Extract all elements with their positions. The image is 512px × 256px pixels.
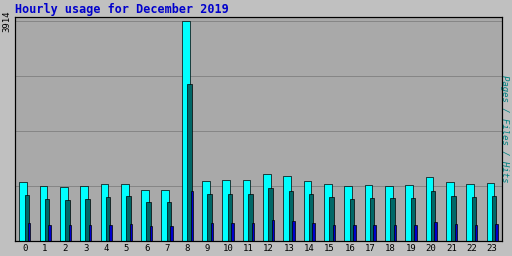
Bar bbox=[425, 177, 433, 241]
Bar bbox=[170, 226, 173, 241]
Bar bbox=[211, 223, 214, 241]
Bar bbox=[284, 176, 291, 241]
Bar bbox=[446, 182, 454, 241]
Bar bbox=[486, 183, 495, 241]
Bar bbox=[141, 190, 149, 241]
Bar bbox=[126, 196, 131, 241]
Bar bbox=[80, 186, 88, 241]
Bar bbox=[28, 223, 30, 241]
Bar bbox=[228, 194, 232, 241]
Bar bbox=[475, 225, 478, 241]
Bar bbox=[312, 223, 315, 241]
Bar bbox=[263, 174, 271, 241]
Bar bbox=[455, 224, 457, 241]
Bar bbox=[146, 202, 151, 241]
Bar bbox=[466, 184, 474, 241]
Bar bbox=[394, 225, 396, 241]
Bar bbox=[121, 184, 129, 241]
Bar bbox=[69, 226, 71, 241]
Bar bbox=[106, 197, 110, 241]
Bar bbox=[451, 196, 456, 241]
Bar bbox=[109, 225, 112, 241]
Bar bbox=[89, 225, 91, 241]
Bar bbox=[243, 180, 250, 241]
Bar bbox=[25, 195, 29, 241]
Bar bbox=[251, 223, 254, 241]
Bar bbox=[272, 220, 274, 241]
Bar bbox=[329, 197, 334, 241]
Bar bbox=[207, 194, 212, 241]
Bar bbox=[414, 225, 417, 241]
Bar bbox=[492, 196, 497, 241]
Bar bbox=[182, 21, 189, 241]
Bar bbox=[472, 197, 476, 241]
Bar bbox=[48, 225, 51, 241]
Bar bbox=[231, 223, 233, 241]
Bar bbox=[373, 225, 376, 241]
Bar bbox=[222, 180, 230, 241]
Bar bbox=[268, 188, 273, 241]
Bar bbox=[370, 198, 374, 241]
Bar bbox=[434, 222, 437, 241]
Text: Hourly usage for December 2019: Hourly usage for December 2019 bbox=[14, 3, 228, 16]
Bar bbox=[150, 226, 153, 241]
Bar bbox=[345, 186, 352, 241]
Bar bbox=[292, 221, 294, 241]
Bar bbox=[167, 202, 171, 241]
Bar bbox=[45, 199, 49, 241]
Bar bbox=[309, 194, 313, 241]
Bar bbox=[350, 199, 354, 241]
Bar bbox=[130, 224, 132, 241]
Bar bbox=[390, 198, 395, 241]
Bar bbox=[385, 186, 393, 241]
Bar bbox=[333, 225, 335, 241]
Bar bbox=[39, 186, 47, 241]
Bar bbox=[411, 198, 415, 241]
Bar bbox=[190, 191, 193, 241]
Bar bbox=[324, 184, 332, 241]
Bar bbox=[86, 199, 90, 241]
Bar bbox=[60, 187, 68, 241]
Bar bbox=[365, 185, 372, 241]
Bar bbox=[304, 181, 311, 241]
Bar bbox=[187, 84, 191, 241]
Bar bbox=[353, 225, 355, 241]
Bar bbox=[202, 181, 210, 241]
Bar bbox=[161, 190, 169, 241]
Bar bbox=[289, 191, 293, 241]
Bar bbox=[65, 199, 70, 241]
Y-axis label: Pages / Files / Hits: Pages / Files / Hits bbox=[500, 76, 509, 183]
Bar bbox=[496, 224, 498, 241]
Bar bbox=[19, 182, 27, 241]
Bar bbox=[248, 194, 252, 241]
Bar bbox=[431, 191, 435, 241]
Bar bbox=[406, 185, 413, 241]
Bar bbox=[100, 184, 108, 241]
